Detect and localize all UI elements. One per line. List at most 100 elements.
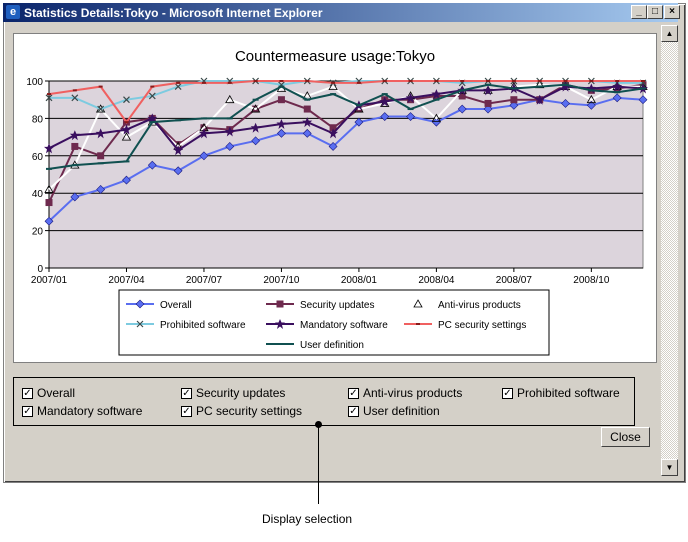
y-tick-label: 100	[26, 77, 43, 88]
point-mandatory-software	[379, 96, 390, 107]
checkbox-box[interactable]: ✓	[22, 405, 33, 417]
x-tick-label: 2008/07	[496, 275, 533, 286]
point-overall	[173, 166, 183, 176]
point-overall	[638, 95, 648, 105]
point-pc-security-settings	[356, 81, 361, 84]
x-tick-label: 2008/10	[573, 275, 610, 286]
checkbox-box[interactable]: ✓	[502, 387, 513, 399]
point-prohibited-software	[97, 105, 105, 113]
maximize-button[interactable]: □	[647, 5, 663, 19]
point-overall	[431, 117, 441, 127]
point-user-definition	[97, 162, 104, 165]
point-overall	[509, 100, 519, 110]
vertical-scrollbar[interactable]: ▲ ▼	[661, 25, 678, 476]
point-overall	[225, 142, 235, 151]
point-pc-security-settings	[563, 80, 568, 82]
point-user-definition	[588, 89, 595, 92]
x-tick-label: 2007/01	[31, 275, 68, 286]
point-prohibited-software	[148, 92, 156, 100]
internet-explorer-icon: e	[6, 5, 20, 19]
title-bar[interactable]: e Statistics Details:Tokyo - Microsoft I…	[3, 3, 680, 22]
y-tick-label: 0	[37, 264, 43, 275]
point-mandatory-software	[95, 128, 106, 139]
point-pc-security-settings	[486, 80, 491, 82]
point-overall	[44, 216, 54, 226]
minimize-button[interactable]: _	[631, 5, 647, 19]
point-pc-security-settings	[98, 85, 103, 88]
point-anti-virus-products	[225, 94, 235, 104]
checkbox-box[interactable]: ✓	[181, 387, 192, 399]
point-user-definition	[46, 167, 52, 170]
point-pc-security-settings	[150, 85, 155, 88]
point-overall	[586, 100, 596, 110]
point-mandatory-software	[44, 143, 54, 154]
point-pc-security-settings	[201, 81, 206, 84]
legend-label-pc-security-settings: PC security settings	[438, 320, 526, 331]
point-prohibited-software	[123, 96, 130, 104]
point-pc-security-settings	[615, 80, 620, 82]
series-line-anti-virus-products	[48, 83, 643, 191]
point-mandatory-software	[431, 89, 442, 100]
checkbox-label: PC security settings	[196, 404, 303, 418]
point-overall	[251, 136, 261, 146]
series-line-user-definition	[48, 83, 644, 170]
point-user-definition	[407, 108, 414, 111]
close-button[interactable]: Close	[601, 427, 650, 447]
point-user-definition	[485, 83, 492, 86]
checkbox-anti-virus-products[interactable]: ✓ Anti-virus products	[348, 386, 462, 400]
point-user-definition	[149, 121, 156, 124]
point-overall	[457, 104, 467, 114]
checkbox-user-definition[interactable]: ✓ User definition	[348, 404, 440, 418]
legend-label-overall: Overall	[160, 300, 192, 311]
point-mandatory-software	[302, 117, 313, 128]
point-overall	[612, 93, 622, 103]
point-pc-security-settings	[227, 81, 232, 84]
point-pc-security-settings	[382, 80, 387, 82]
checkbox-prohibited-software[interactable]: ✓ Prohibited software	[502, 386, 620, 400]
legend-marker-security-updates	[276, 300, 284, 308]
point-anti-virus-products	[328, 81, 338, 91]
checkbox-label: Anti-virus products	[363, 386, 463, 400]
checkbox-box[interactable]: ✓	[348, 405, 359, 417]
point-pc-security-settings	[47, 93, 51, 96]
legend-marker-pc-security-settings	[416, 323, 420, 325]
point-overall	[277, 128, 286, 138]
chart-legend	[118, 289, 550, 356]
point-pc-security-settings	[176, 81, 181, 84]
point-pc-security-settings	[305, 80, 310, 82]
point-overall	[483, 104, 493, 114]
checkbox-box[interactable]: ✓	[348, 387, 359, 399]
point-overall	[302, 128, 312, 138]
series-line-pc-security-settings	[48, 80, 643, 124]
point-user-definition	[536, 85, 543, 88]
checkbox-security-updates[interactable]: ✓ Security updates	[181, 386, 285, 400]
point-anti-virus-products	[431, 113, 442, 122]
point-mandatory-software	[147, 113, 158, 124]
checkbox-box[interactable]: ✓	[22, 387, 33, 399]
legend-label-security-updates: Security updates	[300, 300, 375, 311]
checkbox-pc-security-settings[interactable]: ✓ PC security settings	[181, 404, 302, 418]
point-overall	[380, 112, 390, 121]
point-mandatory-software	[224, 126, 235, 137]
point-overall	[147, 160, 157, 170]
point-user-definition	[562, 83, 569, 86]
close-window-button[interactable]: ×	[664, 5, 680, 19]
point-mandatory-software	[250, 122, 261, 133]
point-security-updates	[97, 152, 105, 160]
point-pc-security-settings	[641, 80, 645, 82]
checkbox-mandatory-software[interactable]: ✓ Mandatory software	[22, 404, 142, 418]
scroll-up-arrow-icon[interactable]: ▲	[661, 25, 678, 42]
point-overall	[199, 151, 209, 161]
scroll-down-arrow-icon[interactable]: ▼	[661, 459, 678, 476]
checkbox-label: Mandatory software	[37, 404, 143, 418]
display-selection-panel: ✓ Overall ✓ Security updates ✓ Anti-virus pro…	[13, 377, 635, 426]
point-user-definition	[459, 89, 466, 92]
checkbox-overall[interactable]: ✓ Overall	[22, 386, 75, 400]
point-pc-security-settings	[460, 80, 465, 82]
point-pc-security-settings	[408, 80, 413, 82]
point-mandatory-software	[534, 94, 545, 105]
point-anti-virus-products	[44, 184, 54, 193]
checkbox-box[interactable]: ✓	[181, 405, 192, 417]
point-user-definition	[433, 98, 440, 101]
checkbox-label: User definition	[363, 404, 440, 418]
